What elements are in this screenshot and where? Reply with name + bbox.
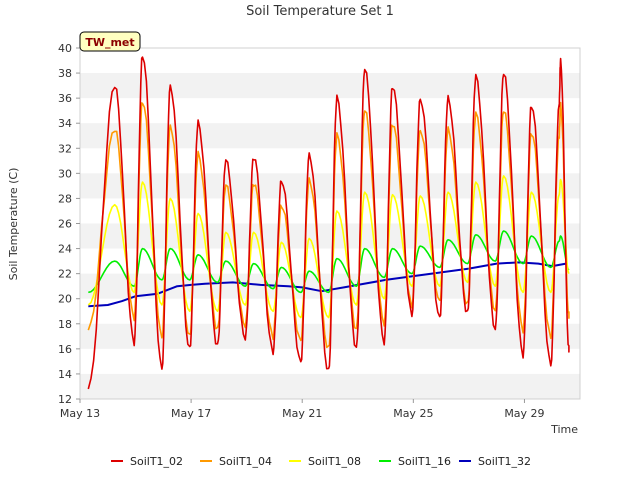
series-lines (87, 56, 570, 390)
series-line-soilt1-08 (87, 175, 570, 319)
y-tick-label: 20 (58, 293, 72, 306)
grid-band (80, 223, 580, 249)
x-tick-label: May 21 (282, 407, 322, 420)
y-tick-label: 18 (58, 318, 72, 331)
station-badge-box (79, 31, 141, 52)
y-tick-label: 26 (58, 218, 72, 231)
grid-band (80, 373, 580, 399)
grid-bands (80, 73, 580, 399)
series-line-soilt1-16 (88, 230, 570, 294)
y-tick-label: 32 (58, 142, 72, 155)
x-tick-label: May 25 (393, 407, 433, 420)
y-tick-label: 36 (58, 92, 72, 105)
series-line-soilt1-04 (87, 101, 570, 349)
series-line-soilt1-02 (87, 56, 570, 390)
x-tick-label: May 17 (171, 407, 211, 420)
legend-label: SoilT1_04 (219, 455, 272, 468)
x-tick-label: May 13 (60, 407, 100, 420)
y-tick-label: 34 (58, 117, 72, 130)
y-axis-ticks: 12 14 16 18 20 22 24 26 28 30 32 34 36 38 40 (58, 42, 80, 406)
y-tick-label: 28 (58, 192, 72, 205)
x-tick-label: May 29 (504, 407, 544, 420)
legend: SoilT1_02 SoilT1_04 SoilT1_08 SoilT1_16 Soil… (111, 455, 531, 468)
y-tick-label: 38 (58, 67, 72, 80)
y-tick-label: 24 (58, 243, 72, 256)
x-axis-label: Time (550, 423, 578, 436)
series-line-soilt1-32 (88, 261, 567, 308)
station-badge-label: TW_met (85, 36, 134, 49)
y-tick-label: 22 (58, 268, 72, 281)
grid-band (80, 173, 580, 199)
legend-label: SoilT1_02 (130, 455, 183, 468)
station-badge: TW_met (79, 31, 141, 52)
legend-label: SoilT1_32 (478, 455, 531, 468)
y-axis-label: Soil Temperature (C) (7, 168, 20, 281)
legend-label: SoilT1_16 (398, 455, 451, 468)
grid-band (80, 123, 580, 149)
y-tick-label: 30 (58, 167, 72, 180)
y-tick-label: 16 (58, 343, 72, 356)
y-tick-label: 40 (58, 42, 72, 55)
legend-label: SoilT1_08 (308, 455, 361, 468)
x-axis-ticks: May 13 May 17 May 21 May 25 May 29 (60, 399, 545, 420)
chart-title: Soil Temperature Set 1 (246, 4, 394, 19)
y-tick-label: 14 (58, 368, 72, 381)
y-tick-label: 12 (58, 393, 72, 406)
grid-band (80, 73, 580, 99)
